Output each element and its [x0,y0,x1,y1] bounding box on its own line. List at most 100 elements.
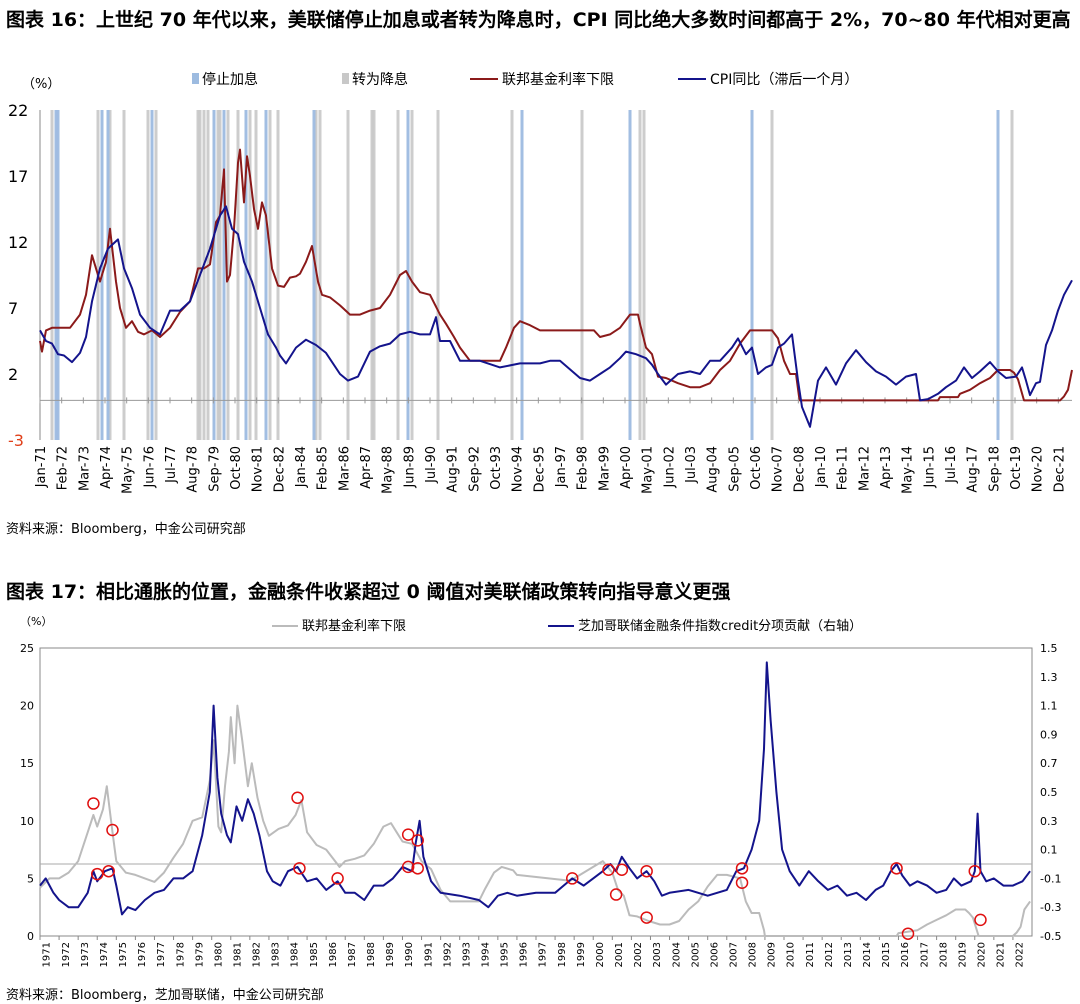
chart16-cut-period [410,110,414,440]
chart16-cut-period [770,110,774,440]
chart16-x-tick-label: Nov-81 [251,446,266,492]
chart16-legend-label: 停止加息 [202,71,258,88]
chart16-x-tick-label: Dec-82 [272,446,287,492]
chart16-x-tick-label: Aug-91 [446,446,461,493]
chart16-stop-hike-period [150,110,154,440]
chart16-x-tick-label: Jun-15 [922,446,937,489]
chart17-marker-circle [411,834,424,847]
chart16-cut-period [216,110,220,440]
chart16-x-tick-label: Oct-93 [489,446,504,490]
chart16-stop-hike-period [244,110,248,440]
chart17-x-tick-label: 2004 [671,942,682,967]
chart16-y-tick-label: 12 [8,233,28,252]
chart17-y-left-tick-label: 10 [20,815,34,828]
chart16-x-tick-label: Mar-73 [77,446,92,491]
chart17-x-tick-label: 2005 [690,942,701,967]
chart17-y-unit: （%） [20,615,52,628]
chart16-legend-item: 转为降息 [342,71,408,88]
chart17-marker-circle [87,797,100,810]
chart17-y-left-tick-label: 25 [20,642,34,655]
chart17-x-tick-label: 1983 [271,942,282,967]
chart16-x-tick-label: Oct-19 [1009,446,1024,490]
chart16-cut-period [396,110,400,440]
chart16-cut-period [226,110,230,440]
chart17-legend-label: 联邦基金利率下限 [302,618,406,634]
chart17-x-tick-label: 2008 [748,942,759,967]
chart17-x-tick-label: 1972 [61,942,72,967]
chart17-x-tick-label: 2017 [919,942,930,967]
chart17-x-tick-label: 2012 [824,942,835,967]
chart17-marker-circle [565,872,579,885]
chart16-stop-hike-period [312,110,316,440]
chart17-y-left-tick-label: 5 [27,872,34,885]
chart16-legend-label: CPI同比（滞后一个月） [710,72,858,88]
chart17-x-tick-label: 2011 [805,942,816,967]
chart16-cut-period [510,110,514,440]
chart17-marker-circle [640,864,653,878]
chart17-y-left-tick-label: 20 [20,700,34,713]
chart17-y-left-tick-label: 0 [27,930,34,943]
chart16-legend-item: CPI同比（滞后一个月） [678,72,858,88]
chart16-stop-hike-period [106,110,110,440]
chart16-x-tick-label: Feb-85 [316,446,331,490]
chart16-legend-swatch [342,73,349,84]
chart16-x-tick-label: Sep-92 [467,446,482,492]
chart17-x-tick-label: 1977 [156,942,167,967]
chart16-title: 图表 16：上世纪 70 年代以来，美联储停止加息或者转为降息时，CPI 同比绝… [6,9,1071,31]
chart17-marker-circle [735,876,749,889]
chart16-cut-period [206,110,210,440]
chart17-x-tick-label: 1985 [309,942,320,967]
chart16-x-tick-label: Nov-07 [771,446,786,492]
chart16: （%） 停止加息 转为降息 联邦基金利率下限 CPI同比（滞后一个月） 22 17 12 7 2 -… [8,71,1073,494]
chart16-x-tick-label: Sep-79 [207,446,222,492]
chart16-x-tick-label: Dec-08 [792,446,807,492]
chart17-x-tick-label: 2021 [996,942,1007,967]
chart16-x-tick-label: Jan-97 [554,446,569,488]
chart17-marker-circle [974,913,987,927]
chart17-x-tick-label: 1992 [442,942,453,967]
chart16-cut-period [276,110,280,440]
chart16-y-unit: （%） [22,77,60,92]
chart16-cut-period [370,110,374,440]
chart16-x-tick-label: Nov-20 [1031,446,1046,492]
chart16-x-tick-label: Oct-06 [749,446,764,490]
chart16-x-tick-label: May-88 [381,446,396,494]
chart16-cut-period [346,110,350,440]
chart16-x-tick-label: Mar-99 [597,446,612,491]
chart17-x-tick-label: 2014 [862,942,873,967]
chart16-x-tick-label: Jun-02 [662,446,677,489]
chart17-x-tick-label: 2010 [786,942,797,967]
chart17-marker-circle [106,823,119,837]
chart17-x-tick-label: 1996 [519,942,530,967]
chart16-x-tick-label: Jul-16 [944,446,959,484]
chart16-cut-period [154,110,158,440]
chart16-cut-period [436,110,440,440]
chart17-x-tick-label: 2003 [652,942,663,967]
chart16-legend-label: 转为降息 [352,71,408,88]
chart17-y-right-tick-label: 0.9 [1040,728,1058,741]
chart16-stop-hike-period [750,110,754,440]
chart16-x-tick-label: Mar-12 [857,446,872,491]
chart16-x-tick-label: Mar-86 [337,446,352,491]
chart17-marker-circle [331,872,344,885]
chart17-x-tick-label: 1998 [557,942,568,967]
chart16-cut-period [50,110,54,440]
chart17-x-tick-label: 1975 [118,942,129,967]
chart16-cut-period [236,110,240,440]
chart17-marker-circle [411,862,424,875]
chart17-y-right-tick-label: -0.3 [1040,901,1061,914]
chart17: （%） 联邦基金利率下限 芝加哥联储金融条件指数credit分项贡献（右轴） 0 5 10… [20,615,1061,967]
chart16-legend-label: 联邦基金利率下限 [502,71,614,88]
chart16-x-tick-label: Feb-98 [576,446,591,490]
chart16-y-tick-label: -3 [8,431,24,450]
chart17-x-tick-label: 2002 [633,942,644,967]
chart17-x-tick-label: 1981 [232,942,243,967]
chart17-marker-circle [602,863,615,877]
chart17-credit-index-line [39,661,1031,916]
chart17-y-right-tick-label: 0.5 [1040,786,1058,799]
chart17-x-tick-label: 2013 [843,942,854,967]
chart16-x-tick-label: Aug-04 [706,446,721,493]
chart16-cut-period [1010,110,1014,440]
chart17-x-tick-label: 1986 [328,942,339,967]
chart17-y-right-tick-label: 1.5 [1040,642,1058,655]
